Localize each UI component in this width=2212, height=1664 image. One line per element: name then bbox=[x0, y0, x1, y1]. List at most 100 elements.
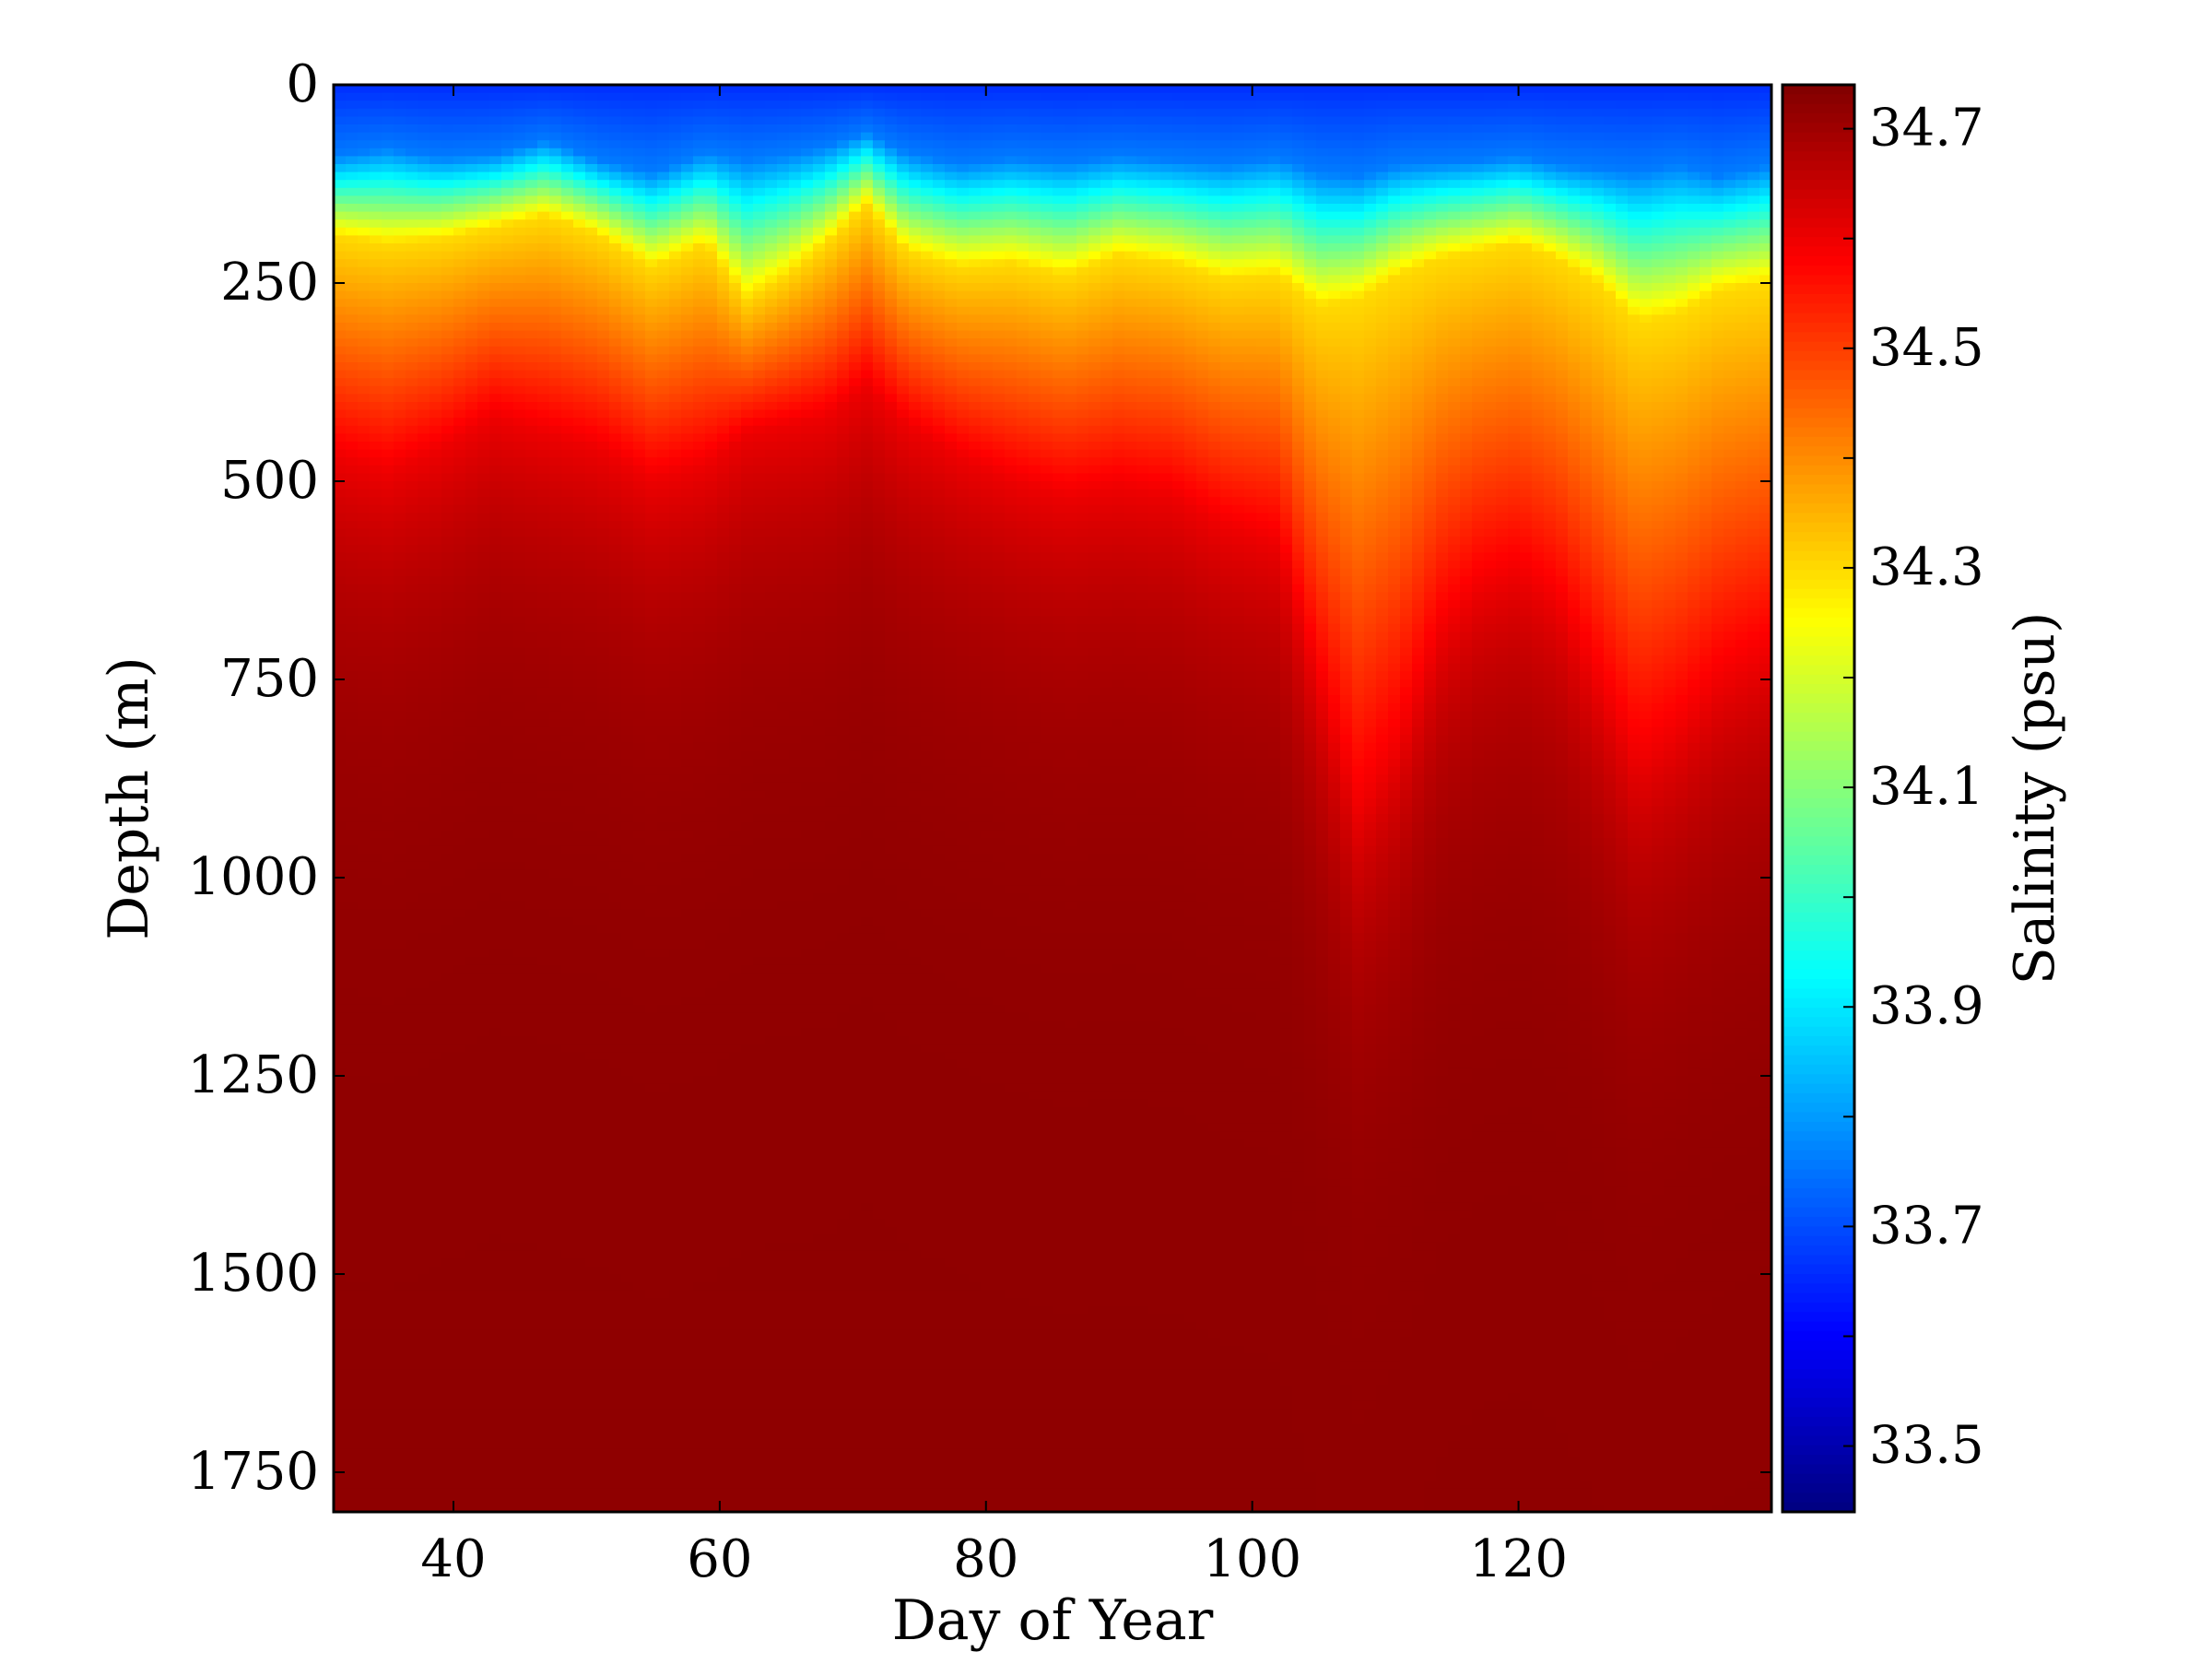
heatmap-cell bbox=[513, 1290, 526, 1299]
heatmap-cell bbox=[645, 798, 658, 808]
heatmap-cell bbox=[525, 1257, 538, 1268]
heatmap-cell bbox=[597, 964, 610, 974]
heatmap-cell bbox=[597, 409, 610, 419]
heatmap-cell bbox=[370, 433, 382, 443]
heatmap-cell bbox=[525, 711, 538, 720]
heatmap-cell bbox=[597, 1036, 610, 1045]
heatmap-cell bbox=[621, 1393, 634, 1402]
heatmap-cell bbox=[597, 774, 610, 784]
heatmap-cell bbox=[633, 156, 646, 165]
heatmap-cell bbox=[382, 409, 394, 419]
heatmap-cell bbox=[645, 425, 658, 435]
heatmap-cell bbox=[418, 457, 430, 466]
heatmap-cell bbox=[525, 885, 538, 894]
heatmap-cell bbox=[513, 806, 526, 815]
heatmap-cell bbox=[621, 1369, 634, 1378]
heatmap-cell bbox=[561, 1131, 574, 1140]
heatmap-cell bbox=[537, 750, 550, 760]
heatmap-cell bbox=[573, 782, 586, 792]
heatmap-cell bbox=[513, 878, 526, 887]
heatmap-cell bbox=[406, 116, 418, 125]
heatmap-cell bbox=[406, 124, 418, 134]
heatmap-cell bbox=[513, 1052, 526, 1061]
heatmap-cell bbox=[501, 1266, 514, 1275]
heatmap-cell bbox=[609, 957, 622, 966]
heatmap-cell bbox=[549, 409, 562, 419]
heatmap-cell bbox=[406, 481, 418, 490]
heatmap-cell bbox=[573, 489, 586, 498]
heatmap-cell bbox=[489, 1504, 502, 1512]
heatmap-cell bbox=[453, 1376, 466, 1387]
heatmap-cell bbox=[621, 1274, 634, 1283]
heatmap-cell bbox=[394, 211, 406, 220]
heatmap-cell bbox=[513, 980, 526, 990]
heatmap-cell bbox=[489, 702, 502, 713]
heatmap-cell bbox=[382, 195, 394, 205]
heatmap-cell bbox=[513, 259, 526, 268]
heatmap-cell bbox=[477, 584, 490, 594]
heatmap-cell bbox=[406, 1416, 418, 1426]
heatmap-cell bbox=[418, 346, 430, 356]
heatmap-cell bbox=[370, 227, 382, 237]
heatmap-cell bbox=[561, 497, 574, 506]
heatmap-cell bbox=[561, 1416, 574, 1426]
heatmap-cell bbox=[489, 235, 502, 244]
heatmap-cell bbox=[358, 616, 371, 625]
heatmap-cell bbox=[513, 1393, 526, 1402]
heatmap-cell bbox=[609, 1092, 622, 1101]
heatmap-cell bbox=[394, 1329, 406, 1339]
heatmap-cell bbox=[453, 917, 466, 926]
heatmap-cell bbox=[585, 821, 598, 832]
heatmap-cell bbox=[537, 266, 550, 277]
heatmap-cell bbox=[561, 299, 574, 308]
heatmap-cell bbox=[657, 362, 670, 372]
heatmap-cell bbox=[394, 1139, 406, 1149]
heatmap-cell bbox=[370, 124, 382, 134]
heatmap-cell bbox=[453, 290, 466, 300]
heatmap-cell bbox=[477, 1162, 490, 1172]
heatmap-cell bbox=[585, 1092, 598, 1101]
heatmap-cell bbox=[561, 251, 574, 260]
heatmap-cell bbox=[370, 861, 382, 871]
heatmap-cell bbox=[597, 132, 610, 141]
heatmap-cell bbox=[549, 1178, 562, 1188]
heatmap-cell bbox=[537, 370, 550, 379]
heatmap-cell bbox=[573, 1131, 586, 1140]
heatmap-cell bbox=[525, 1329, 538, 1339]
heatmap-cell bbox=[513, 957, 526, 966]
heatmap-cell bbox=[585, 1495, 598, 1505]
heatmap-cell bbox=[370, 100, 382, 110]
heatmap-cell bbox=[561, 227, 574, 237]
heatmap-cell bbox=[465, 402, 478, 411]
heatmap-cell bbox=[561, 631, 574, 641]
heatmap-cell bbox=[406, 1092, 418, 1101]
heatmap-cell bbox=[549, 1123, 562, 1132]
heatmap-cell bbox=[525, 1020, 538, 1030]
heatmap-cell bbox=[346, 719, 359, 728]
heatmap-cell bbox=[645, 854, 658, 863]
heatmap-cell bbox=[477, 378, 490, 387]
heatmap-cell bbox=[633, 1028, 646, 1037]
heatmap-cell bbox=[370, 1107, 382, 1116]
heatmap-cell bbox=[334, 1400, 347, 1410]
heatmap-cell bbox=[418, 1171, 430, 1180]
heatmap-cell bbox=[334, 647, 347, 656]
heatmap-cell bbox=[465, 1202, 478, 1211]
heatmap-cell bbox=[334, 346, 347, 356]
heatmap-cell bbox=[549, 1162, 562, 1172]
heatmap-cell bbox=[370, 449, 382, 458]
heatmap-cell bbox=[477, 235, 490, 244]
heatmap-cell bbox=[573, 1369, 586, 1378]
heatmap-cell bbox=[609, 838, 622, 847]
heatmap-cell bbox=[585, 584, 598, 594]
heatmap-cell bbox=[346, 171, 359, 181]
heatmap-cell bbox=[394, 275, 406, 284]
heatmap-cell bbox=[406, 235, 418, 244]
heatmap-cell bbox=[346, 1424, 359, 1434]
heatmap-cell bbox=[358, 1099, 371, 1109]
heatmap-cell bbox=[537, 338, 550, 348]
heatmap-cell bbox=[489, 251, 502, 260]
heatmap-cell bbox=[633, 219, 646, 229]
heatmap-cell bbox=[429, 561, 442, 570]
heatmap-cell bbox=[537, 933, 550, 942]
